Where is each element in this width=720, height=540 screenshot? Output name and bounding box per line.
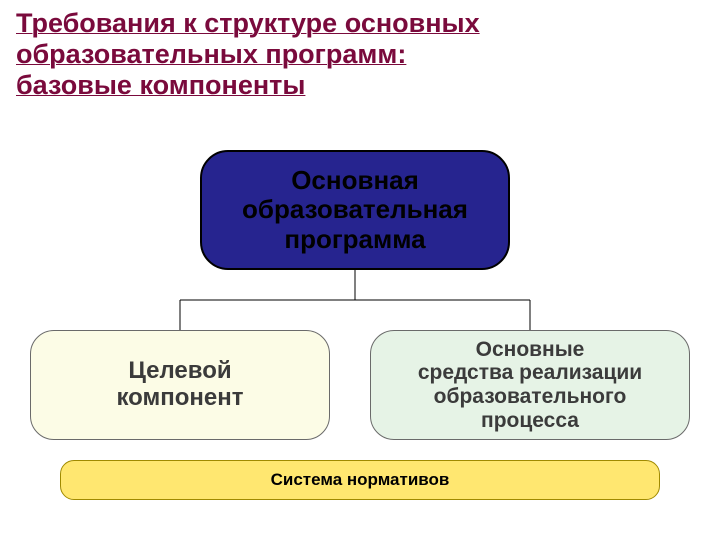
node-bottom: Система нормативов	[60, 460, 660, 500]
node-root: Основная образовательная программа	[200, 150, 510, 270]
title-line-1: Требования к структуре основных	[16, 8, 480, 38]
title-line-3: базовые компоненты	[16, 70, 305, 100]
node-right-label: Основные средства реализации образовател…	[418, 338, 642, 432]
node-left: Целевой компонент	[30, 330, 330, 440]
node-bottom-label: Система нормативов	[271, 470, 450, 489]
diagram-container: Основная образовательная программа Целев…	[0, 150, 720, 510]
title-line-2: образовательных программ:	[16, 39, 406, 69]
page-title: Требования к структуре основных образова…	[0, 0, 720, 101]
node-root-label: Основная образовательная программа	[242, 166, 468, 253]
node-right: Основные средства реализации образовател…	[370, 330, 690, 440]
node-left-label: Целевой компонент	[116, 358, 243, 412]
